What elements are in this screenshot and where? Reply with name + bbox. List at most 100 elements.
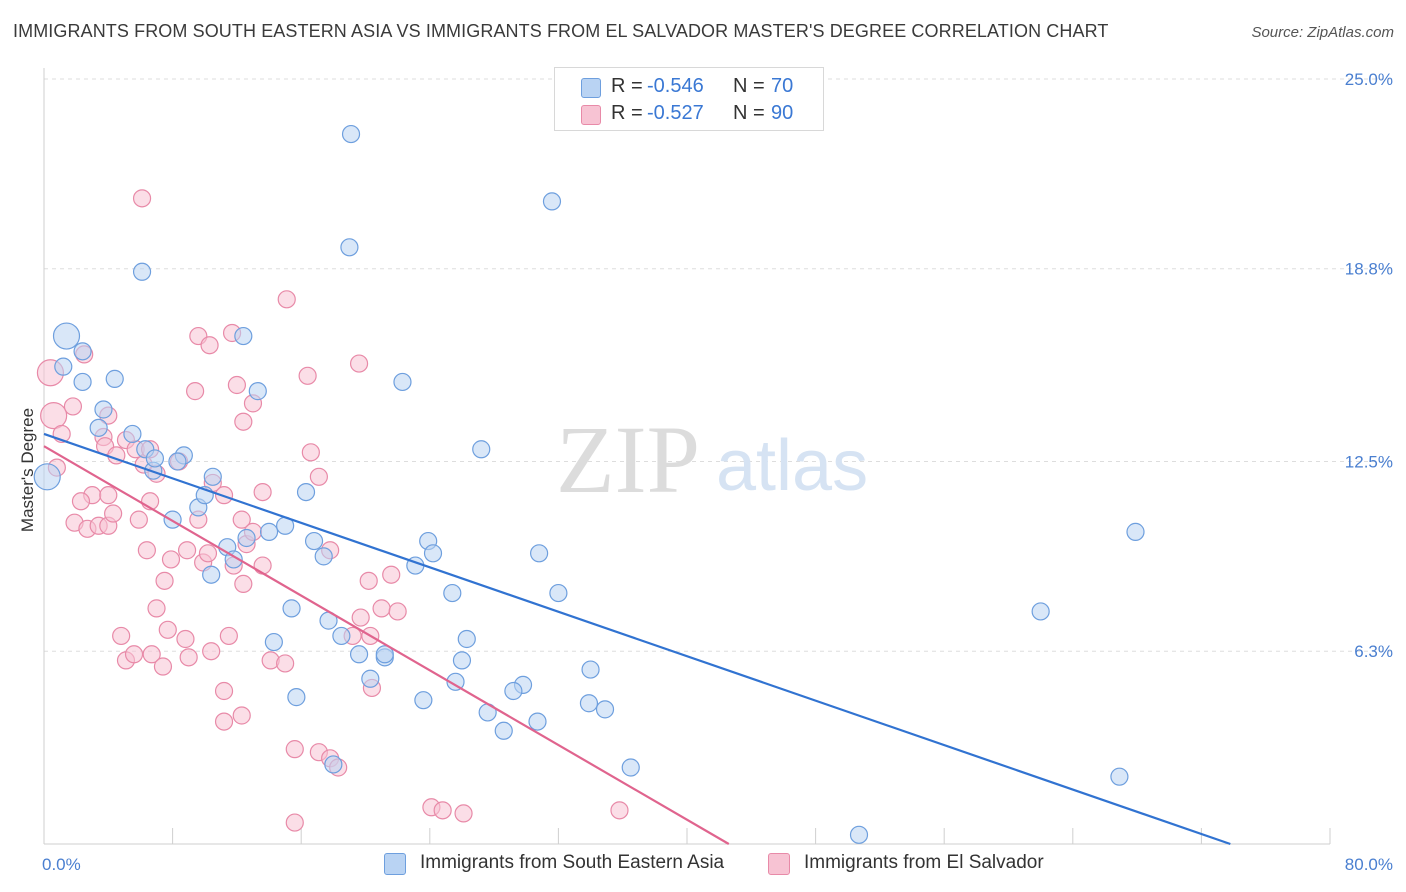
point-el-salvador <box>301 443 320 462</box>
y-tick-label: 18.8% <box>1345 260 1393 279</box>
point-south-eastern-asia <box>202 565 221 584</box>
point-south-eastern-asia <box>304 531 324 551</box>
point-south-eastern-asia <box>393 372 412 392</box>
bottom-legend-swatch-blue <box>384 853 406 875</box>
point-el-salvador <box>112 626 131 646</box>
point-el-salvador <box>40 402 68 430</box>
point-south-eastern-asia <box>332 626 351 646</box>
x-tick-label: 0.0% <box>42 855 81 874</box>
point-el-salvador <box>253 556 272 575</box>
point-el-salvador <box>309 467 328 486</box>
point-south-eastern-asia <box>89 418 108 437</box>
point-el-salvador <box>372 599 391 618</box>
point-south-eastern-asia <box>54 357 73 376</box>
point-el-salvador <box>161 550 181 569</box>
point-south-eastern-asia <box>123 424 142 444</box>
point-el-salvador <box>298 366 317 385</box>
point-south-eastern-asia <box>530 544 549 563</box>
point-el-salvador <box>176 629 195 649</box>
point-south-eastern-asia <box>375 645 394 664</box>
point-el-salvador <box>155 571 174 590</box>
watermark-atlas: atlas <box>716 426 868 506</box>
point-south-eastern-asia <box>621 758 640 777</box>
legend-n-label: N = <box>733 102 765 124</box>
point-el-salvador <box>63 397 83 416</box>
point-south-eastern-asia <box>314 547 333 566</box>
point-south-eastern-asia <box>549 583 568 603</box>
point-el-salvador <box>129 510 148 529</box>
point-south-eastern-asia <box>581 660 600 679</box>
point-south-eastern-asia <box>1110 767 1129 786</box>
point-el-salvador <box>202 642 221 661</box>
point-south-eastern-asia <box>361 669 380 688</box>
point-el-salvador <box>610 801 629 820</box>
point-south-eastern-asia <box>248 382 267 401</box>
point-el-salvador <box>276 654 295 673</box>
bottom-legend-label-blue: Immigrants from South Eastern Asia <box>420 852 725 873</box>
legend-r-label: R = <box>611 102 643 124</box>
point-south-eastern-asia <box>264 632 283 652</box>
x-tick-label: 80.0% <box>1345 855 1393 874</box>
point-south-eastern-asia <box>457 629 476 649</box>
point-el-salvador <box>349 354 369 373</box>
point-el-salvador <box>253 483 272 502</box>
y-tick-label: 6.3% <box>1354 642 1393 661</box>
trend-line-el-salvador <box>43 445 730 845</box>
point-south-eastern-asia <box>296 483 316 502</box>
x-tick-labels: 0.0% 80.0% <box>42 855 1393 874</box>
point-el-salvador <box>234 574 253 594</box>
point-south-eastern-asia <box>443 583 462 603</box>
point-el-salvador <box>179 648 198 667</box>
point-south-eastern-asia <box>168 452 187 471</box>
legend-n-value: 90 <box>771 102 794 124</box>
legend-swatch-blue <box>581 78 601 98</box>
point-el-salvador <box>186 382 205 401</box>
point-el-salvador <box>200 336 219 355</box>
point-south-eastern-asia <box>73 372 92 392</box>
point-el-salvador <box>232 706 251 725</box>
point-el-salvador <box>433 801 452 820</box>
point-el-salvador <box>142 645 161 664</box>
point-el-salvador <box>382 565 401 584</box>
bottom-legend-label-pink: Immigrants from El Salvador <box>804 852 1044 873</box>
point-south-eastern-asia <box>341 124 361 144</box>
point-el-salvador <box>388 602 407 621</box>
point-south-eastern-asia <box>504 681 523 701</box>
legend-swatch-pink <box>581 105 601 125</box>
point-south-eastern-asia <box>1031 602 1050 621</box>
page-title: IMMIGRANTS FROM SOUTH EASTERN ASIA VS IM… <box>13 21 1109 41</box>
point-el-salvador <box>351 608 370 627</box>
point-el-salvador <box>454 804 473 823</box>
point-south-eastern-asia <box>237 528 256 548</box>
point-south-eastern-asia <box>542 192 562 211</box>
point-south-eastern-asia <box>528 712 547 731</box>
point-el-salvador <box>124 645 144 664</box>
point-south-eastern-asia <box>287 688 306 707</box>
point-el-salvador <box>277 290 296 309</box>
legend-r-value: -0.527 <box>647 102 704 124</box>
point-el-salvador <box>177 541 197 560</box>
point-south-eastern-asia <box>849 825 869 844</box>
point-el-salvador <box>158 620 177 639</box>
point-el-salvador <box>219 626 238 646</box>
point-el-salvador <box>214 712 234 731</box>
point-south-eastern-asia <box>324 755 343 774</box>
source-label: Source: ZipAtlas.com <box>1251 24 1394 41</box>
point-el-salvador <box>285 813 304 832</box>
point-el-salvador <box>71 492 91 511</box>
legend-n-value: 70 <box>771 75 794 97</box>
point-south-eastern-asia <box>349 645 369 664</box>
point-south-eastern-asia <box>33 463 61 491</box>
point-south-eastern-asia <box>145 449 165 468</box>
grid-lines <box>44 78 1394 652</box>
series-south-eastern-asia <box>33 124 1145 844</box>
correlation-legend: R = -0.546 N = 70 R = -0.527 N = 90 <box>554 67 824 131</box>
point-south-eastern-asia <box>595 700 615 719</box>
point-el-salvador <box>214 681 234 701</box>
point-south-eastern-asia <box>579 694 599 713</box>
y-tick-label: 25.0% <box>1345 70 1393 89</box>
point-south-eastern-asia <box>472 440 491 459</box>
point-el-salvador <box>153 657 173 676</box>
watermark-zip: ZIP <box>556 406 700 513</box>
